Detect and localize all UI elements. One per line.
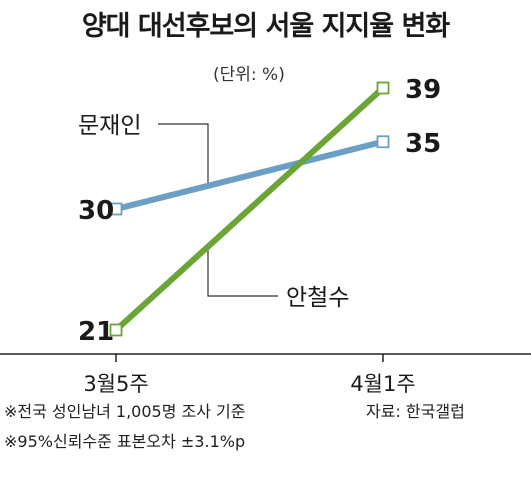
sampling-error-note: ※95%신뢰수준 표본오차 ±3.1%p xyxy=(4,432,246,451)
series-name-label: 문재인 xyxy=(78,113,141,139)
data-point-marker xyxy=(109,323,123,337)
source-note: 자료: 한국갤럽 xyxy=(366,402,465,421)
data-point-marker xyxy=(109,202,123,216)
series-label-leaders xyxy=(158,123,278,297)
survey-sample-note: ※전국 성인남녀 1,005명 조사 기준 xyxy=(4,402,246,421)
data-points xyxy=(109,81,390,337)
x-axis: 3월5주 4월1주 xyxy=(0,353,531,396)
data-point-marker xyxy=(376,81,390,95)
x-tick-label: 4월1주 xyxy=(350,372,415,396)
data-point-marker xyxy=(376,135,390,149)
series-line xyxy=(113,85,386,333)
leader-line-series-2 xyxy=(207,246,278,297)
data-value-label: 35 xyxy=(405,129,441,159)
series-lines xyxy=(113,85,386,333)
data-value-label: 21 xyxy=(78,317,114,347)
series-line xyxy=(115,138,384,212)
chart-title: 양대 대선후보의 서울 지지율 변화 xyxy=(81,11,450,42)
unit-label: (단위: %) xyxy=(213,65,285,85)
data-value-label: 39 xyxy=(405,75,441,105)
data-value-label: 30 xyxy=(78,196,114,226)
series-name-label: 안철수 xyxy=(286,285,349,311)
leader-line-series-1 xyxy=(158,123,209,186)
x-tick-label: 3월5주 xyxy=(83,372,148,396)
